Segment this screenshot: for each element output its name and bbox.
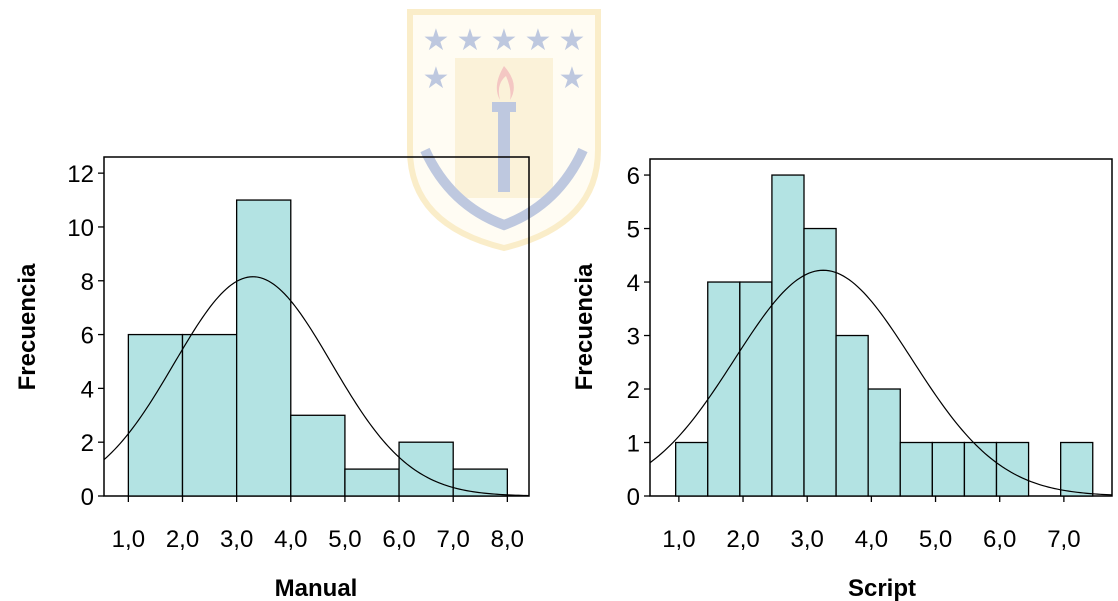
- histogram-bar: [739, 281, 773, 497]
- x-tick-label: 3,0: [791, 526, 824, 553]
- y-tick-label: 12: [67, 161, 94, 188]
- university-shield-emblem-icon: ★ ★ ★ ★ ★ ★ ★: [407, 9, 601, 252]
- x-tick-label: 2,0: [166, 526, 199, 553]
- histogram-bar: [344, 468, 400, 497]
- histogram-bar: [290, 414, 346, 497]
- histogram-bar: [181, 333, 238, 497]
- y-tick-label: 8: [81, 269, 94, 296]
- y-tick-label: 5: [627, 217, 640, 244]
- y-tick-label: 0: [81, 484, 94, 511]
- x-tick-label: 5,0: [328, 526, 361, 553]
- y-tick-label: 6: [81, 323, 94, 350]
- x-tick-label: 1,0: [662, 526, 695, 553]
- histogram-bar: [899, 441, 933, 497]
- svg-text:★: ★: [423, 23, 450, 58]
- x-tick-label: 7,0: [437, 526, 470, 553]
- histogram-bar: [1060, 441, 1094, 497]
- histogram-bar: [707, 281, 741, 497]
- histogram-bar: [995, 441, 1030, 497]
- histogram-script: 0 1 2 3 4 5 6 1,0 2,0 3,0 4,0 5,0 6,0 7,0: [627, 158, 1113, 553]
- histogram-bar: [803, 227, 837, 497]
- histogram-bar: [675, 441, 709, 497]
- x-axis-title-manual: Manual: [275, 575, 358, 601]
- x-tick-label: 4,0: [274, 526, 307, 553]
- y-axis-title-script: Frecuencia: [571, 263, 598, 390]
- x-tick-label: 1,0: [112, 526, 145, 553]
- histogram-bar: [835, 334, 869, 497]
- y-tick-label: 3: [627, 324, 640, 351]
- histogram-bar: [931, 441, 966, 497]
- x-tick-label: 6,0: [382, 526, 415, 553]
- histogram-bar: [235, 199, 292, 497]
- y-tick-label: 2: [627, 377, 640, 404]
- x-tick-label: 6,0: [983, 526, 1016, 553]
- y-tick-label: 6: [627, 163, 640, 190]
- svg-text:★: ★: [559, 23, 586, 58]
- x-tick-label: 7,0: [1047, 526, 1080, 553]
- histogram-bar: [452, 468, 508, 497]
- y-tick-label: 4: [627, 270, 640, 297]
- svg-text:★: ★: [559, 61, 586, 96]
- histogram-bar: [771, 174, 805, 497]
- x-tick-label: 4,0: [855, 526, 888, 553]
- svg-text:★: ★: [457, 23, 484, 58]
- histogram-manual: 0 2 4 6 8 10 12 1,0 2,0 3,0 4,0 5,0 6,0 7,0 8,0: [67, 156, 530, 553]
- normal-curve: [649, 269, 1113, 496]
- x-tick-label: 8,0: [491, 526, 524, 553]
- y-tick-label: 10: [67, 215, 94, 242]
- y-tick-label: 2: [81, 430, 94, 457]
- histogram-bar: [127, 333, 184, 497]
- svg-text:★: ★: [491, 23, 518, 58]
- y-axis-title-manual: Frecuencia: [14, 263, 41, 390]
- x-tick-label: 2,0: [726, 526, 759, 553]
- histogram-bar: [963, 441, 998, 497]
- x-axis-title-script: Script: [848, 575, 916, 601]
- histogram-bar: [398, 441, 454, 497]
- x-tick-label: 3,0: [220, 526, 253, 553]
- histogram-bar: [867, 388, 901, 497]
- y-tick-label: 0: [627, 484, 640, 511]
- svg-text:★: ★: [423, 61, 450, 96]
- y-tick-label: 1: [627, 431, 640, 458]
- y-tick-label: 4: [81, 376, 94, 403]
- normal-curve: [103, 276, 530, 497]
- svg-text:★: ★: [525, 23, 552, 58]
- x-tick-label: 5,0: [919, 526, 952, 553]
